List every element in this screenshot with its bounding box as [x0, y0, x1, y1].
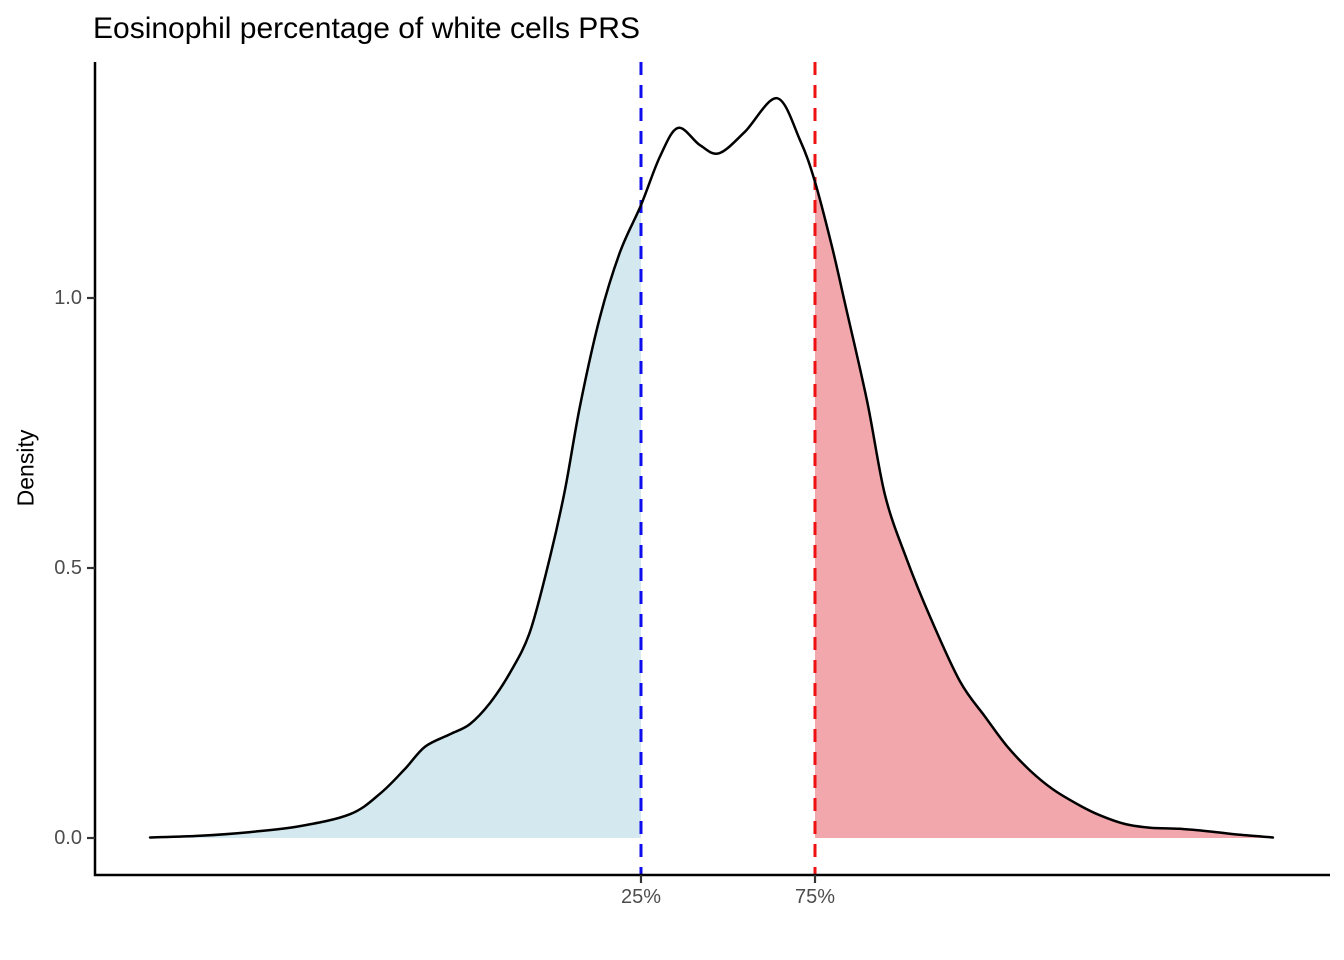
x-tick-label: 75%	[794, 886, 836, 908]
x-tick-label: 25%	[620, 886, 661, 908]
y-tick-label: 1.0	[54, 287, 82, 309]
chart-title: Eosinophil percentage of white cells PRS	[93, 12, 640, 45]
right-shaded-area	[815, 181, 1273, 838]
y-tick-label: 0.0	[54, 827, 82, 849]
left-shaded-area	[150, 205, 641, 839]
y-axis-title: Density	[12, 429, 39, 507]
density-curve	[148, 96, 1275, 839]
y-tick-label: 0.5	[54, 557, 82, 579]
axis-lines	[93, 62, 1330, 877]
